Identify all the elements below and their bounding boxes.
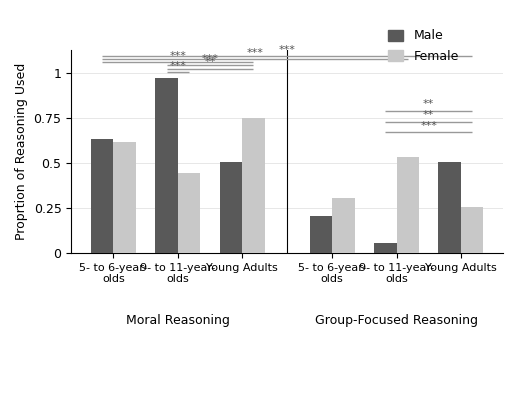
Text: ***: *** (169, 61, 186, 71)
Bar (178, 173, 200, 253)
Bar (220, 162, 242, 253)
Text: **: ** (204, 57, 215, 67)
Text: ***: *** (420, 121, 437, 131)
Legend: Male, Female: Male, Female (388, 29, 459, 63)
Y-axis label: Proprtion of Reasoning Used: Proprtion of Reasoning Used (15, 63, 28, 240)
Text: Moral Reasoning: Moral Reasoning (126, 314, 229, 327)
Text: ***: *** (169, 51, 186, 61)
Bar (242, 118, 265, 253)
Bar (438, 162, 461, 253)
Text: ***: *** (202, 54, 219, 64)
Bar (310, 216, 332, 253)
Text: ***: *** (279, 45, 296, 55)
Text: **: ** (423, 100, 434, 109)
Bar (155, 78, 178, 253)
Text: ***: *** (247, 48, 264, 58)
Text: **: ** (423, 110, 434, 120)
Bar (396, 157, 419, 253)
Bar (113, 142, 136, 253)
Bar (332, 198, 355, 253)
Bar (461, 207, 483, 253)
Text: Group-Focused Reasoning: Group-Focused Reasoning (315, 314, 478, 327)
Bar (374, 243, 396, 253)
Bar (91, 139, 113, 253)
